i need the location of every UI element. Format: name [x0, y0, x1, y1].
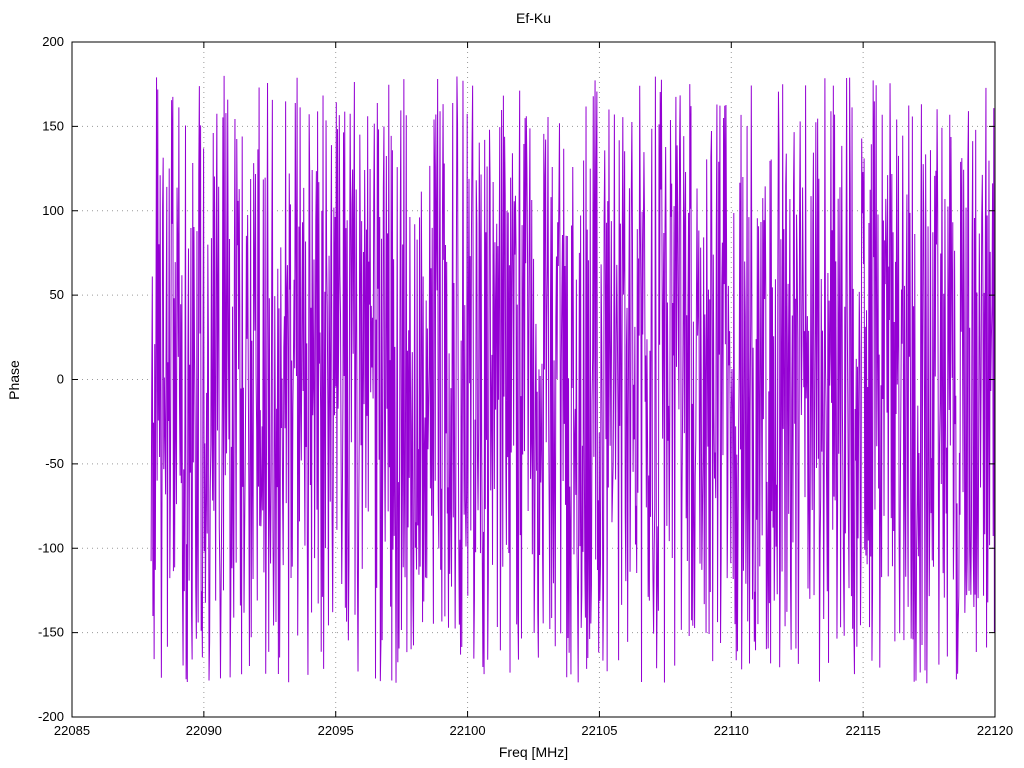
- y-tick-label: 100: [42, 203, 64, 218]
- x-tick-label: 22090: [186, 723, 222, 738]
- x-tick-label: 22120: [977, 723, 1013, 738]
- x-tick-label: 22115: [846, 723, 881, 738]
- x-tick-label: 22110: [714, 723, 749, 738]
- y-tick-label: 200: [42, 34, 64, 49]
- y-tick-label: 0: [57, 372, 64, 387]
- x-tick-label: 22095: [318, 723, 354, 738]
- y-tick-label: -100: [38, 540, 64, 555]
- y-tick-label: -200: [38, 709, 64, 724]
- x-tick-label: 22105: [581, 723, 617, 738]
- x-tick-label: 22100: [449, 723, 485, 738]
- x-axis-label: Freq [MHz]: [498, 744, 569, 760]
- y-tick-label: -150: [38, 625, 64, 640]
- phase-series-line: [150, 75, 996, 684]
- chart-title: Ef-Ku: [515, 10, 551, 26]
- y-tick-label: 150: [42, 118, 64, 133]
- y-tick-label: 50: [50, 287, 64, 302]
- y-tick-label: -50: [45, 456, 64, 471]
- x-tick-label: 22085: [54, 723, 90, 738]
